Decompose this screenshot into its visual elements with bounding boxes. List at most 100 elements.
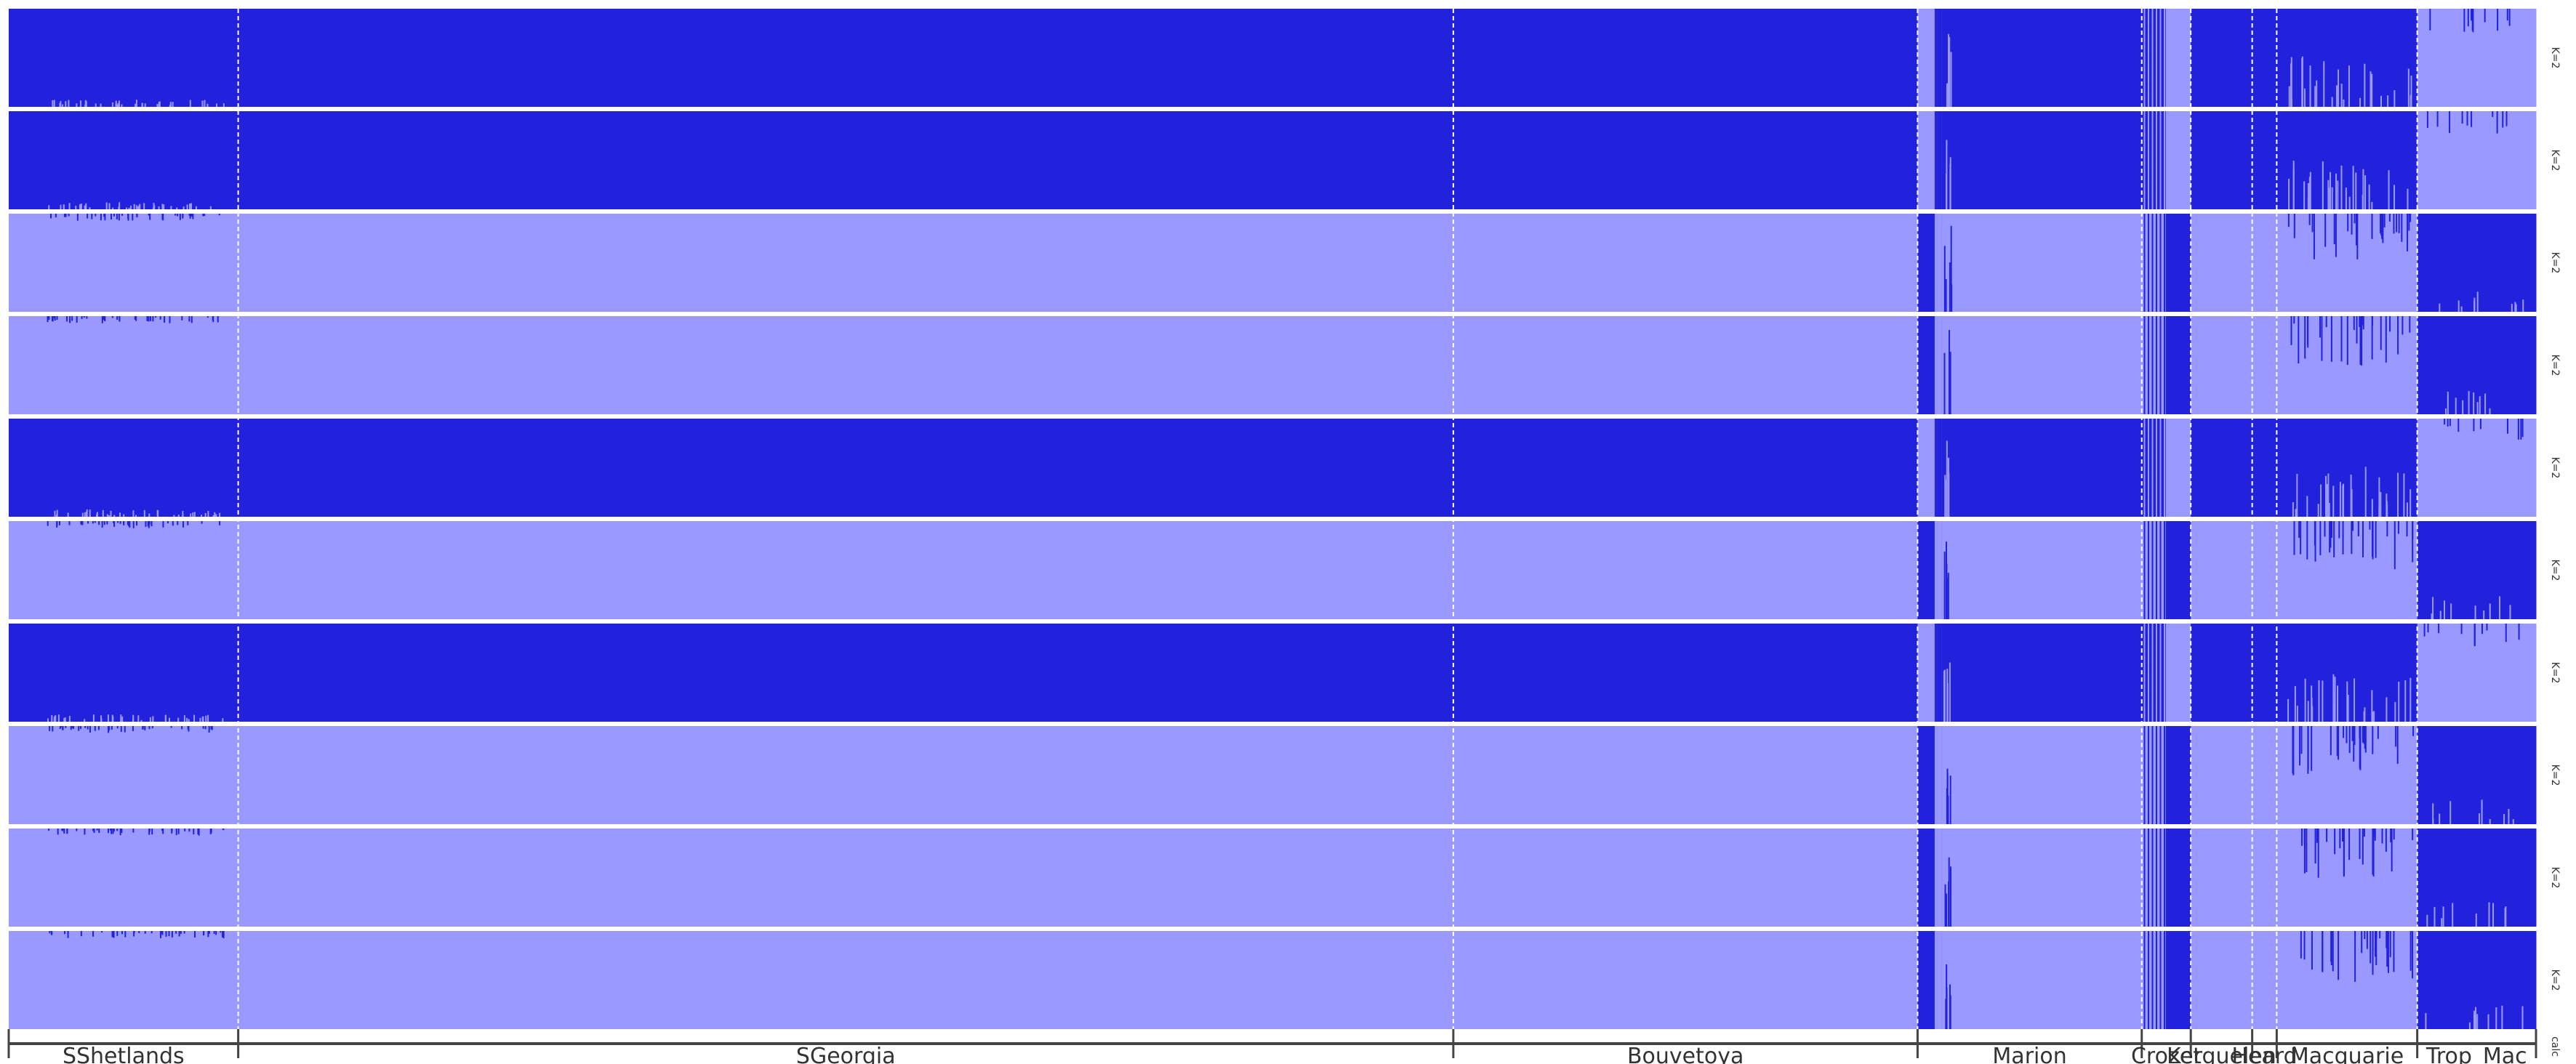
admixture-tick <box>2307 701 2309 722</box>
admixture-tick <box>2340 316 2343 362</box>
admixture-tick <box>116 214 118 219</box>
admixture-tick <box>2375 521 2377 558</box>
admixture-bar <box>2165 931 2191 1029</box>
admixture-tick <box>111 316 113 318</box>
admixture-tick <box>2444 408 2447 414</box>
admixture-tick <box>135 103 137 107</box>
population-axis: SShetlands SGeorgia Bouvetoya Marion CrozetK… <box>7 1029 2561 1064</box>
admixture-tick <box>152 316 154 322</box>
admixture-tick <box>150 316 152 321</box>
admixture-tick <box>1943 552 1946 619</box>
admixture-tick <box>2351 521 2353 555</box>
admixture-tick <box>2439 813 2441 824</box>
admixture-tick <box>2394 185 2396 209</box>
admixture-tick <box>193 714 196 722</box>
admixture-tick <box>128 521 130 527</box>
admixture-bar <box>2151 726 2154 824</box>
admixture-bar <box>2151 829 2154 927</box>
admixture-tick <box>1950 52 1952 107</box>
admixture-tick <box>50 214 52 219</box>
admixture-tick <box>109 829 111 831</box>
admixture-tick <box>89 207 91 209</box>
admixture-tick <box>145 521 147 527</box>
admixture-tick <box>108 726 110 733</box>
admixture-tick <box>65 316 68 322</box>
admixture-tick <box>159 316 161 320</box>
admixture-tick <box>79 204 81 209</box>
admixture-tick <box>2372 829 2374 875</box>
admixture-tick <box>2497 9 2499 31</box>
admixture-tick <box>2393 829 2395 840</box>
admixture-tick <box>2364 726 2367 753</box>
admixture-tick <box>49 931 51 934</box>
admixture-tick <box>2502 111 2504 128</box>
admixture-tick <box>220 931 222 933</box>
k-label: K=2 <box>2549 765 2561 786</box>
admixture-tick <box>113 515 116 517</box>
admixture-tick <box>1944 480 1946 517</box>
admixture-tick <box>2481 799 2483 824</box>
admixture-tick <box>51 714 53 722</box>
admixture-tick <box>2426 111 2428 128</box>
population-label: Macquarie <box>2290 1044 2404 1064</box>
admixture-tick <box>144 726 146 730</box>
admixture-tick <box>84 829 86 835</box>
admixture-tick <box>118 206 120 209</box>
admixture-tick <box>47 718 49 722</box>
admixture-tick <box>2472 9 2474 33</box>
admixture-tick <box>2473 419 2475 432</box>
admixture-bar <box>1935 521 1938 619</box>
admixture-bar <box>2156 9 2158 107</box>
admixture-tick <box>162 521 164 528</box>
admixture-tick <box>2478 813 2480 824</box>
admixture-tick <box>89 726 91 733</box>
admixture-bar <box>9 9 1918 107</box>
admixture-tick <box>2479 396 2481 414</box>
admixture-bar <box>9 111 1918 209</box>
admixture-bar <box>2164 419 2166 517</box>
admixture-tick <box>95 103 97 107</box>
admixture-bar <box>1917 521 1935 619</box>
admixture-tick <box>143 203 145 209</box>
admixture-tick <box>2330 726 2332 756</box>
admixture-tick <box>190 203 193 209</box>
admixture-tick <box>80 203 82 209</box>
admixture-tick <box>2362 316 2364 326</box>
admixture-tick <box>173 515 175 517</box>
admixture-bar <box>2417 624 2537 722</box>
admixture-tick <box>2386 521 2388 537</box>
admixture-tick <box>66 829 68 834</box>
admixture-bar <box>2156 521 2158 619</box>
admixture-tick <box>2332 485 2335 517</box>
admixture-tick <box>204 512 206 517</box>
admixture-tick <box>222 829 224 830</box>
admixture-tick <box>121 214 124 216</box>
admixture-tick <box>2324 214 2327 247</box>
admixture-tick <box>85 203 87 209</box>
admixture-tick <box>121 829 123 834</box>
admixture-tick <box>2303 931 2306 960</box>
admixture-bar <box>1940 829 1942 927</box>
admixture-tick <box>2303 181 2306 209</box>
k-panel <box>9 419 2537 517</box>
admixture-tick <box>2356 316 2358 344</box>
admixture-tick <box>2372 829 2375 877</box>
admixture-tick <box>2335 85 2338 107</box>
admixture-tick <box>2362 316 2364 330</box>
admixture-tick <box>76 829 78 831</box>
admixture-tick <box>2293 214 2295 238</box>
admixture-tick <box>47 521 49 526</box>
admixture-tick <box>2342 829 2343 842</box>
admixture-tick <box>2368 184 2370 209</box>
admixture-tick <box>180 931 182 934</box>
admixture-tick <box>111 102 113 107</box>
admixture-bar <box>2141 419 2167 517</box>
admixture-bar <box>1940 726 1942 824</box>
admixture-tick <box>1946 83 1948 107</box>
admixture-tick <box>92 931 95 937</box>
admixture-bar <box>1942 111 2143 209</box>
admixture-bar <box>1934 9 1936 107</box>
admixture-tick <box>2380 95 2382 107</box>
admixture-bar <box>1937 316 1939 414</box>
admixture-tick <box>2374 829 2376 841</box>
